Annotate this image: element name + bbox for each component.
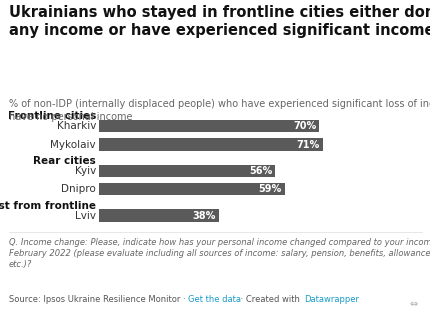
Text: Lviv: Lviv bbox=[75, 211, 96, 220]
Text: ⇔: ⇔ bbox=[409, 299, 417, 309]
Text: Furthest from frontline: Furthest from frontline bbox=[0, 201, 96, 211]
Bar bbox=[99, 138, 322, 151]
Text: Dnipro: Dnipro bbox=[61, 184, 96, 194]
Text: % of non-IDP (internally displaced people) who have experienced significant loss: % of non-IDP (internally displaced peopl… bbox=[9, 99, 430, 122]
Text: Mykolaiv: Mykolaiv bbox=[50, 140, 96, 150]
Text: 71%: 71% bbox=[295, 140, 319, 150]
Text: 59%: 59% bbox=[258, 184, 281, 194]
Bar bbox=[99, 183, 284, 196]
Bar bbox=[99, 209, 218, 222]
Text: Kyiv: Kyiv bbox=[74, 166, 96, 176]
Text: 38%: 38% bbox=[192, 211, 215, 220]
Text: Frontline cities: Frontline cities bbox=[8, 112, 96, 122]
Bar bbox=[99, 120, 319, 132]
Text: 70%: 70% bbox=[292, 121, 316, 131]
Bar bbox=[99, 165, 275, 177]
Text: Source: Ipsos Ukraine Resilience Monitor ·: Source: Ipsos Ukraine Resilience Monitor… bbox=[9, 295, 187, 304]
Text: Kharkiv: Kharkiv bbox=[56, 121, 96, 131]
Text: · Created with: · Created with bbox=[237, 295, 301, 304]
Text: 56%: 56% bbox=[249, 166, 272, 176]
Text: Q. Income change: Please, indicate how has your personal income changed compared: Q. Income change: Please, indicate how h… bbox=[9, 238, 430, 269]
Text: Rear cities: Rear cities bbox=[33, 156, 96, 166]
Text: Get the data: Get the data bbox=[187, 295, 240, 304]
Text: Ukrainians who stayed in frontline cities either don't have
any income or have e: Ukrainians who stayed in frontline citie… bbox=[9, 5, 430, 38]
Text: Datawrapper: Datawrapper bbox=[304, 295, 359, 304]
